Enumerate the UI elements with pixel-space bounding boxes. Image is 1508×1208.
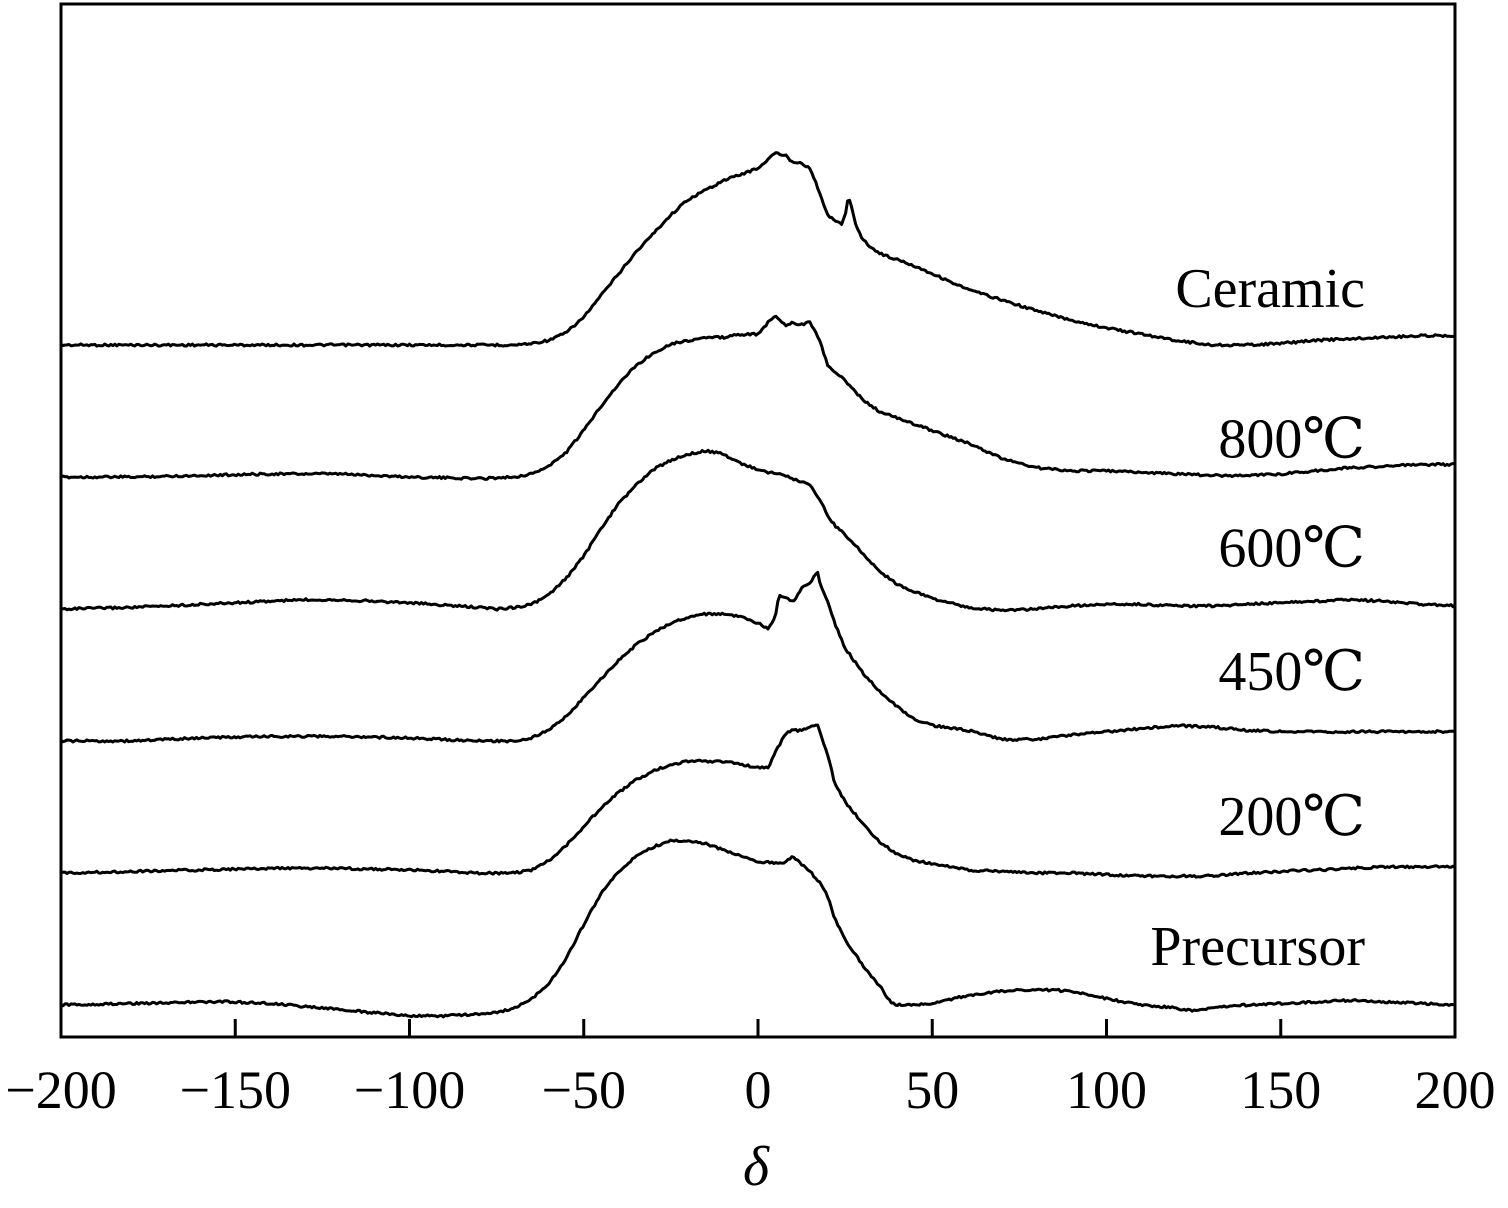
series-label: 450℃ [1218, 641, 1365, 703]
series-line-600 [60, 448, 1457, 613]
series-line-450 [60, 570, 1456, 744]
spectra-labels: Ceramic 800℃ 600℃ 450℃ 200℃ Precursor [1150, 258, 1365, 978]
x-tick-label: −100 [354, 1060, 465, 1120]
series-label: Precursor [1150, 916, 1365, 978]
x-tick-label: 0 [745, 1060, 772, 1120]
x-tick-label: −50 [542, 1060, 626, 1120]
series-line-ceramic [60, 151, 1456, 348]
x-axis-ticks [59, 1019, 1457, 1037]
x-tick-label: −150 [180, 1060, 291, 1120]
series-label: 800℃ [1218, 408, 1365, 470]
x-tick-label: −200 [5, 1060, 116, 1120]
series-label: 600℃ [1218, 517, 1365, 579]
spectra-curves [60, 151, 1457, 1019]
x-tick-label: 50 [905, 1060, 959, 1120]
series-line-precursor [60, 838, 1456, 1019]
x-axis-tick-labels: −200 −150 −100 −50 0 50 100 150 200 [5, 1060, 1495, 1120]
series-line-200 [60, 723, 1456, 879]
x-axis-title: δ [743, 1136, 770, 1198]
series-line-800 [60, 314, 1456, 481]
x-tick-label: 200 [1415, 1060, 1496, 1120]
series-label: 200℃ [1218, 786, 1365, 848]
x-tick-label: 150 [1240, 1060, 1321, 1120]
x-tick-label: 100 [1066, 1060, 1147, 1120]
series-label: Ceramic [1175, 258, 1365, 320]
